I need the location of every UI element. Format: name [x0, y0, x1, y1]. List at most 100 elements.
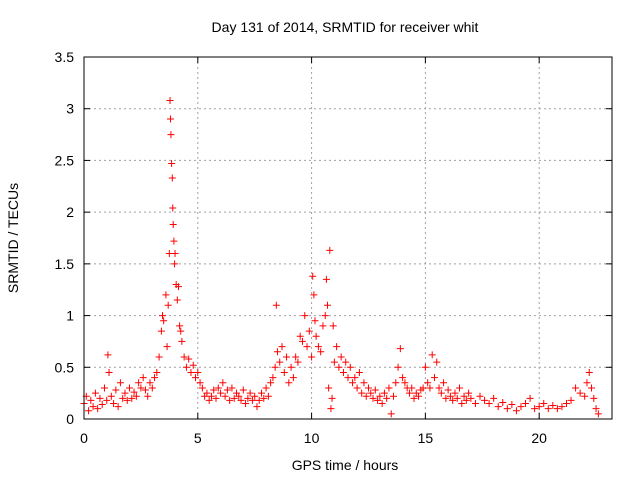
data-point — [174, 283, 182, 291]
data-point — [130, 388, 138, 396]
data-point — [292, 353, 300, 361]
data-point — [237, 396, 245, 404]
data-point — [289, 374, 297, 382]
y-tick-label: 1.5 — [55, 256, 75, 272]
data-point — [437, 389, 445, 397]
y-tick-label: 3.5 — [55, 49, 75, 65]
data-point — [192, 374, 200, 382]
data-point — [540, 399, 548, 407]
data-point — [258, 389, 266, 397]
data-point — [415, 392, 423, 400]
x-axis-label: GPS time / hours — [292, 457, 399, 473]
data-point — [239, 386, 247, 394]
data-point — [128, 394, 136, 402]
data-point — [396, 345, 404, 353]
data-point — [163, 343, 171, 351]
data-point — [337, 353, 345, 361]
grid — [84, 57, 612, 419]
data-point — [242, 399, 250, 407]
data-point — [322, 275, 330, 283]
data-point — [327, 405, 335, 413]
data-point — [460, 392, 468, 400]
data-point — [588, 384, 596, 392]
data-point — [85, 407, 93, 415]
y-tick-label: 0 — [66, 411, 74, 427]
data-point — [428, 351, 436, 359]
data-point — [462, 396, 470, 404]
data-point — [151, 374, 159, 382]
data-point — [166, 115, 174, 123]
data-point — [324, 301, 332, 309]
data-point — [132, 392, 140, 400]
data-point — [298, 337, 306, 345]
data-point — [155, 353, 163, 361]
data-point — [121, 389, 129, 397]
x-tick-label: 5 — [194, 430, 202, 446]
data-point — [471, 399, 479, 407]
data-point — [419, 384, 427, 392]
data-point — [301, 312, 309, 320]
data-point — [522, 399, 530, 407]
data-point — [355, 368, 363, 376]
data-point — [383, 394, 391, 402]
data-point — [260, 394, 268, 402]
data-point — [503, 405, 511, 413]
data-point — [335, 363, 343, 371]
data-point — [401, 379, 409, 387]
data-point — [531, 405, 539, 413]
data-point — [262, 384, 270, 392]
data-point — [110, 399, 118, 407]
data-point — [255, 396, 263, 404]
data-point — [160, 317, 168, 325]
y-axis-label: SRMTID / TECUs — [5, 183, 21, 293]
data-point — [351, 374, 359, 382]
x-tick-label: 20 — [531, 430, 547, 446]
data-point — [116, 379, 124, 387]
data-point — [410, 394, 418, 402]
data-point — [103, 396, 111, 404]
data-point — [430, 374, 438, 382]
data-point — [446, 392, 454, 400]
data-point — [399, 374, 407, 382]
data-point — [287, 363, 295, 371]
data-point — [424, 379, 432, 387]
data-point — [162, 291, 170, 299]
data-point — [137, 384, 145, 392]
data-point — [198, 384, 206, 392]
data-point — [271, 363, 279, 371]
data-point — [594, 410, 602, 418]
data-point — [91, 389, 99, 397]
data-point — [164, 301, 172, 309]
data-point — [104, 351, 112, 359]
data-point — [87, 396, 95, 404]
data-point — [405, 389, 413, 397]
data-point — [526, 394, 534, 402]
data-point — [392, 379, 400, 387]
data-point — [458, 399, 466, 407]
data-point — [203, 389, 211, 397]
data-point — [512, 407, 520, 415]
data-point — [583, 379, 591, 387]
data-point — [421, 363, 429, 371]
data-point — [329, 322, 337, 330]
data-point — [296, 332, 304, 340]
data-point — [311, 317, 319, 325]
data-point — [187, 368, 195, 376]
data-point — [144, 392, 152, 400]
data-point — [453, 394, 461, 402]
data-point — [273, 348, 281, 356]
data-point — [499, 398, 507, 406]
data-point — [253, 403, 261, 411]
data-point — [349, 379, 357, 387]
data-point — [442, 394, 450, 402]
data-point — [194, 368, 202, 376]
chart-title: Day 131 of 2014, SRMTID for receiver whi… — [212, 19, 479, 35]
data-point — [139, 374, 147, 382]
data-point — [276, 358, 284, 366]
data-point — [314, 343, 322, 351]
data-point — [119, 394, 127, 402]
data-point — [312, 332, 320, 340]
data-point — [278, 343, 286, 351]
data-point — [385, 384, 393, 392]
